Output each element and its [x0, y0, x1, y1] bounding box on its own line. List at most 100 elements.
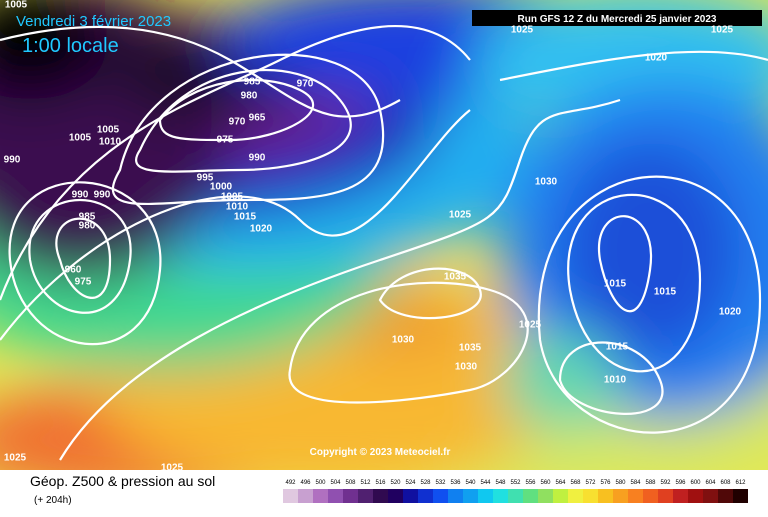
isobar-label: 975: [75, 277, 92, 288]
isobar-label: 1035: [459, 343, 482, 354]
scale-swatch: [733, 489, 748, 503]
scale-swatch: [613, 489, 628, 503]
isobar-label: 1010: [99, 137, 122, 148]
isobar-label: 1010: [226, 202, 249, 213]
scale-swatch: [433, 489, 448, 503]
field: [0, 0, 768, 470]
scale-label: 520: [390, 480, 401, 486]
scale-swatch: [283, 489, 298, 503]
scale-label: 496: [300, 480, 311, 486]
isobar-label: 1020: [719, 307, 742, 318]
isobar-label: 1025: [4, 453, 27, 464]
isobar-label: 1010: [604, 375, 627, 386]
scale-label: 492: [285, 480, 296, 486]
scale-swatch: [493, 489, 508, 503]
scale-label: 504: [330, 480, 341, 486]
scale-label: 500: [315, 480, 326, 486]
scale-swatch: [598, 489, 613, 503]
scale-swatch: [298, 489, 313, 503]
scale-label: 604: [705, 480, 716, 486]
isobar-label: 1025: [161, 463, 184, 474]
scale-label: 508: [345, 480, 356, 486]
isobar-label: 1030: [455, 362, 478, 373]
scale-swatch: [418, 489, 433, 503]
isobar-label: 985: [244, 77, 261, 88]
scale-swatch: [478, 489, 493, 503]
isobar-label: 1025: [449, 210, 472, 221]
scale-swatch: [688, 489, 703, 503]
isobar-label: 1015: [604, 279, 627, 290]
isobar-label: 1005: [5, 0, 28, 11]
isobar-label: 1005: [97, 125, 120, 136]
scale-swatch: [388, 489, 403, 503]
scale-swatch: [373, 489, 388, 503]
isobar-label: 1015: [654, 287, 677, 298]
isobar-label: 975: [217, 135, 234, 146]
scale-swatch: [328, 489, 343, 503]
scale-swatch: [523, 489, 538, 503]
scale-label: 608: [720, 480, 731, 486]
scale-swatch: [313, 489, 328, 503]
isobar-label: 1020: [250, 224, 273, 235]
isobar-label: 1030: [392, 335, 415, 346]
scale-swatch: [658, 489, 673, 503]
scale-label: 528: [420, 480, 431, 486]
copyright: Copyright © 2023 Meteociel.fr: [310, 447, 451, 458]
scale-label: 532: [435, 480, 446, 486]
isobar-label: 990: [249, 153, 266, 164]
scale-label: 548: [495, 480, 506, 486]
scale-swatch: [718, 489, 733, 503]
isobar-label: 1015: [606, 342, 629, 353]
isobar-label: 1000: [210, 182, 233, 193]
isobar-label: 990: [94, 190, 111, 201]
footer-lead: (+ 204h): [34, 495, 72, 506]
scale-label: 524: [405, 480, 416, 486]
isobar-label: 990: [4, 155, 21, 166]
scale-label: 564: [555, 480, 566, 486]
isobar-label: 1025: [511, 25, 534, 36]
scale-label: 516: [375, 480, 386, 486]
isobar-labels: 1005990100510051010985980970965970975990…: [4, 0, 742, 474]
scale-label: 540: [465, 480, 476, 486]
isobar-label: 965: [249, 113, 266, 124]
scale-label: 596: [675, 480, 686, 486]
isobar-label: 1030: [535, 177, 558, 188]
isobar-label: 970: [229, 117, 246, 128]
scale-label: 568: [570, 480, 581, 486]
isobar-label: 1025: [519, 320, 542, 331]
scale-label: 512: [360, 480, 371, 486]
local-time: 1:00 locale: [22, 35, 119, 57]
isobar-label: 1035: [444, 272, 467, 283]
isobar-label: 1020: [645, 53, 668, 64]
scale-swatch: [358, 489, 373, 503]
scale-label: 612: [735, 480, 746, 486]
scale-label: 600: [690, 480, 701, 486]
scale-swatch: [568, 489, 583, 503]
isobar-label: 980: [241, 91, 258, 102]
isobar-label: 990: [72, 190, 89, 201]
scale-swatch: [703, 489, 718, 503]
scale-swatch: [448, 489, 463, 503]
scale-label: 560: [540, 480, 551, 486]
color-scale: 492 496 500 504 508 512 516 520 524 528 532 536 540 5…: [283, 480, 748, 503]
scale-swatch: [553, 489, 568, 503]
scale-swatch: [673, 489, 688, 503]
scale-swatch: [343, 489, 358, 503]
scale-label: 592: [660, 480, 671, 486]
scale-label: 576: [600, 480, 611, 486]
scale-swatch: [463, 489, 478, 503]
isobar-label: 1005: [69, 133, 92, 144]
isobar-label: 960: [65, 265, 82, 276]
scale-label: 536: [450, 480, 461, 486]
footer-title: Géop. Z500 & pression au sol: [30, 473, 215, 489]
isobar-label: 985: [79, 212, 96, 223]
scale-label: 580: [615, 480, 626, 486]
scale-swatch: [583, 489, 598, 503]
scale-label: 584: [630, 480, 641, 486]
isobar-label: 1025: [711, 25, 734, 36]
isobar-label: 970: [297, 79, 314, 90]
valid-date: Vendredi 3 février 2023: [16, 13, 171, 30]
scale-label: 556: [525, 480, 536, 486]
